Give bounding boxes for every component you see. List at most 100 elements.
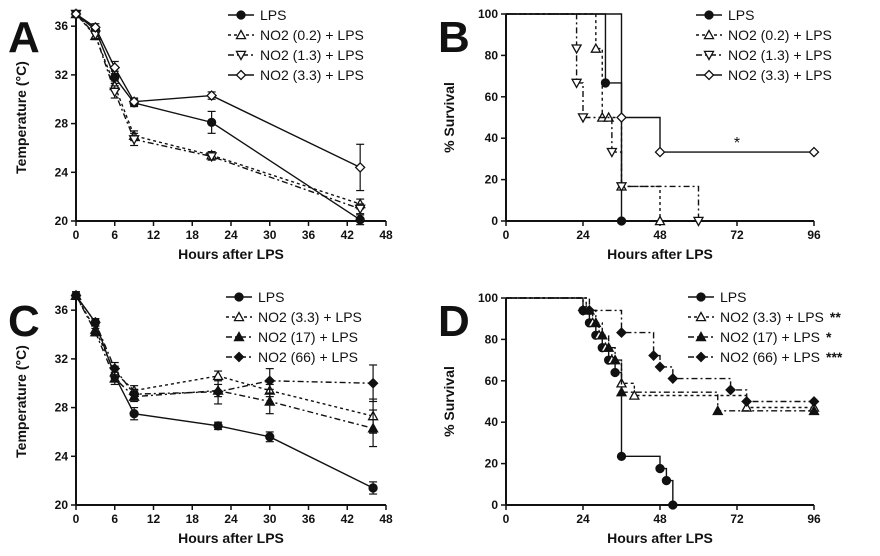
data-point <box>355 215 365 225</box>
x-tick-label: 6 <box>111 512 118 526</box>
x-tick-label: 96 <box>807 228 821 242</box>
panel-d-label: D <box>438 297 470 346</box>
x-tick-label: 12 <box>147 512 161 526</box>
legend-marker <box>695 331 707 342</box>
legend-marker <box>695 311 707 322</box>
x-tick-label: 48 <box>653 228 667 242</box>
data-point <box>583 305 595 316</box>
y-tick-label: 40 <box>485 415 499 429</box>
legend-marker <box>236 10 246 20</box>
x-tick-label: 24 <box>224 512 238 526</box>
data-point <box>615 386 628 397</box>
series-line <box>506 297 674 505</box>
data-point <box>655 463 665 474</box>
data-point <box>212 370 224 381</box>
data-point <box>609 354 621 365</box>
x-tick-label: 18 <box>186 228 200 242</box>
series-line <box>506 13 661 221</box>
data-point <box>89 21 101 33</box>
data-point <box>616 112 627 123</box>
y-tick-label: 60 <box>485 90 499 104</box>
legend-label: NO2 (1.3) + LPS <box>728 47 832 63</box>
y-tick-label: 24 <box>55 165 69 179</box>
data-point <box>616 216 627 226</box>
data-point <box>129 409 139 419</box>
series-line <box>506 13 700 221</box>
y-tick-label: 20 <box>485 173 499 187</box>
data-point <box>367 377 379 389</box>
data-point <box>264 375 276 387</box>
x-tick-label: 0 <box>73 228 80 242</box>
x-tick-label: 24 <box>576 512 590 526</box>
panel-a: A 0 6 12 18 24 30 36 42 48 20 24 28 32 36 Hours after L… <box>8 7 393 262</box>
legend-marker <box>233 331 245 342</box>
legend-label: NO2 (17) + LPS <box>258 329 358 345</box>
y-tick-label: 36 <box>55 303 69 317</box>
legend-label: LPS <box>260 7 286 23</box>
y-axis-title: Temperature (°C) <box>13 345 29 458</box>
panel-b-label: B <box>438 13 470 62</box>
data-point <box>206 152 218 163</box>
data-point <box>109 372 121 383</box>
y-tick-label: 80 <box>485 48 499 62</box>
y-tick-label: 24 <box>55 449 69 463</box>
data-point <box>628 389 640 400</box>
legend-marker <box>234 292 244 302</box>
series-4 <box>506 297 820 407</box>
data-point <box>808 396 820 407</box>
legend-marker <box>233 311 245 322</box>
data-point <box>367 422 379 433</box>
legend-label: NO2 (3.3) + LPS <box>258 309 362 325</box>
series-4 <box>70 290 379 405</box>
data-point <box>654 361 666 373</box>
legend-marker <box>695 351 707 363</box>
y-tick-label: 28 <box>55 117 69 131</box>
series-line <box>506 13 814 153</box>
legend-label: NO2 (3.3) + LPS <box>728 67 832 83</box>
data-point <box>265 432 275 442</box>
x-axis-title: Hours after LPS <box>178 530 284 546</box>
y-tick-label: 20 <box>485 457 499 471</box>
data-point <box>354 204 366 215</box>
x-tick-label: 18 <box>186 512 200 526</box>
series-1 <box>506 297 678 510</box>
data-point <box>661 475 672 486</box>
data-point <box>615 182 628 193</box>
y-tick-label: 36 <box>55 19 69 33</box>
data-point <box>603 341 615 352</box>
y-tick-label: 32 <box>55 68 69 82</box>
data-point <box>741 396 753 407</box>
data-point <box>616 451 627 462</box>
data-point <box>212 386 224 398</box>
x-tick-label: 48 <box>653 512 667 526</box>
data-point <box>596 329 608 340</box>
data-point <box>808 146 820 158</box>
x-tick-label: 24 <box>224 228 238 242</box>
series-2 <box>506 13 666 226</box>
legend-marker <box>235 50 247 61</box>
data-point <box>213 421 223 431</box>
data-point <box>128 96 140 108</box>
data-point <box>590 317 602 328</box>
legend-marker <box>703 50 715 61</box>
legend-marker <box>696 292 706 302</box>
data-point <box>264 395 276 406</box>
legend-marker <box>235 29 247 40</box>
legend-marker <box>703 69 715 81</box>
legend-label: NO2 (66) + LPS <box>720 349 820 365</box>
panel-c: C 0 6 12 18 24 30 36 42 48 20 24 28 32 36 Hours after L… <box>8 289 393 546</box>
series-3 <box>506 13 705 227</box>
data-point <box>109 62 121 73</box>
legend-label: NO2 (3.3) + LPS <box>720 309 824 325</box>
legend-marker <box>233 351 245 363</box>
legend-label: LPS <box>720 289 746 305</box>
y-axis-title: % Survival <box>441 82 457 153</box>
data-point <box>570 44 583 55</box>
data-point <box>70 8 82 20</box>
data-point <box>648 350 660 361</box>
y-tick-label: 0 <box>491 498 498 512</box>
legend-label: NO2 (17) + LPS <box>720 329 820 345</box>
legend-label: LPS <box>258 289 284 305</box>
x-tick-label: 30 <box>263 512 277 526</box>
